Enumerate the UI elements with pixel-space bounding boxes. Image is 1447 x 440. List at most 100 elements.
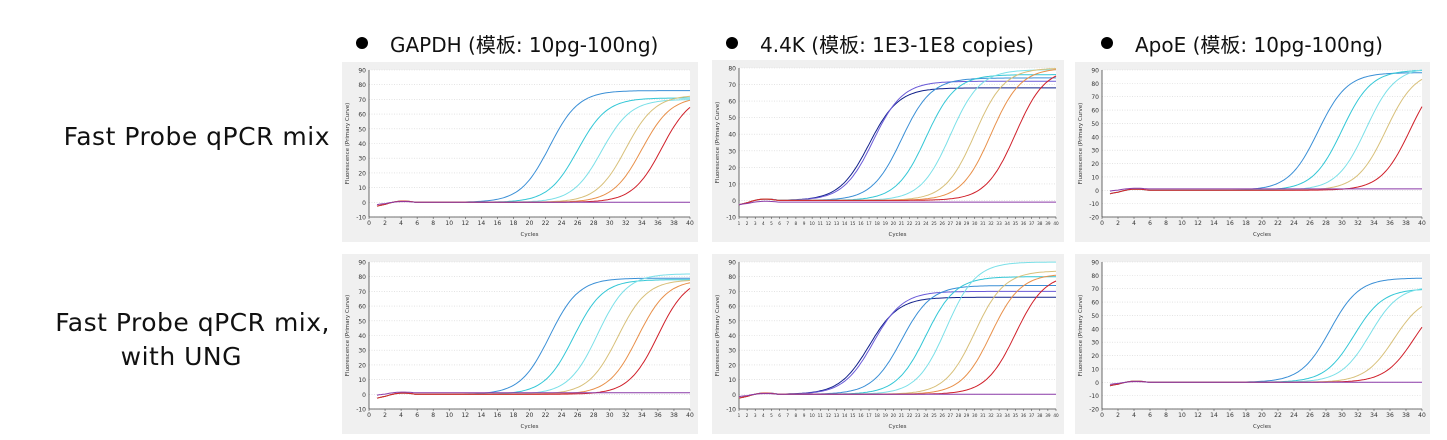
x-tick-label: 10	[1178, 220, 1186, 227]
x-tick-label: 22	[907, 221, 913, 226]
row-label-line: with UNG	[120, 342, 242, 371]
chart-panel-gapdh-mix: -10 0 10 20 30 40 50 60 70 80 90 0 2 4 6 8 10 12 14 16 18 20 2…	[342, 62, 698, 242]
x-tick-label: 15	[850, 413, 856, 418]
x-tick-label: 7	[786, 221, 789, 226]
y-tick-label: 30	[1091, 148, 1099, 155]
x-tick-label: 32	[988, 413, 994, 418]
y-tick-label: 90	[1091, 68, 1099, 75]
y-tick-label: -20	[1089, 407, 1099, 414]
y-tick-label: 80	[358, 274, 366, 281]
x-tick-label: 26	[574, 412, 582, 419]
y-tick-label: 80	[728, 274, 736, 281]
row-label-fast-probe: Fast Probe qPCR mix	[0, 120, 330, 154]
x-tick-label: 10	[445, 412, 453, 419]
y-tick-label: 10	[358, 185, 366, 192]
x-tick-label: 26	[1306, 220, 1314, 227]
y-axis-label: Fluorescence (Primary Curve)	[345, 295, 351, 377]
x-tick-label: 14	[842, 221, 848, 226]
x-tick-label: 30	[972, 221, 978, 226]
x-tick-label: 28	[1322, 220, 1330, 227]
x-tick-label: 1	[738, 413, 741, 418]
y-tick-label: 20	[1091, 161, 1099, 168]
x-tick-label: 16	[494, 220, 502, 227]
row-label-line: Fast Probe qPCR mix	[63, 122, 330, 151]
x-tick-label: 20	[1258, 412, 1266, 419]
x-tick-label: 8	[1164, 412, 1168, 419]
x-tick-label: 24	[1290, 412, 1298, 419]
x-tick-label: 16	[858, 413, 864, 418]
x-tick-label: 6	[778, 413, 781, 418]
x-tick-label: 6	[415, 412, 419, 419]
y-tick-label: 10	[1091, 174, 1099, 181]
x-tick-label: 18	[510, 220, 518, 227]
y-tick-label: 90	[728, 260, 736, 267]
x-tick-label: 4	[1132, 220, 1136, 227]
chart-panel-gapdh-ung: -10 0 10 20 30 40 50 60 70 80 90 0 2 4 6 8 10 12 14 16 18 20 2…	[342, 254, 698, 434]
x-tick-label: 40	[1053, 221, 1059, 226]
x-tick-label: 27	[948, 413, 954, 418]
x-tick-label: 24	[558, 220, 566, 227]
y-tick-label: -10	[356, 215, 366, 222]
y-tick-label: 10	[728, 377, 736, 384]
x-tick-label: 11	[818, 413, 824, 418]
x-tick-label: 6	[778, 221, 781, 226]
x-tick-label: 31	[980, 221, 986, 226]
x-tick-label: 6	[1148, 412, 1152, 419]
x-tick-label: 33	[996, 413, 1002, 418]
x-tick-label: 22	[1274, 412, 1282, 419]
x-tick-label: 20	[526, 220, 534, 227]
x-tick-label: 30	[606, 220, 614, 227]
x-tick-label: 26	[574, 220, 582, 227]
x-tick-label: 11	[818, 221, 824, 226]
x-tick-label: 19	[883, 413, 889, 418]
x-axis-label: Cycles	[889, 232, 907, 238]
x-tick-label: 2	[1116, 220, 1120, 227]
x-tick-label: 8	[795, 413, 798, 418]
x-tick-label: 2	[383, 412, 387, 419]
x-tick-label: 29	[964, 413, 970, 418]
x-tick-label: 16	[494, 412, 502, 419]
x-tick-label: 32	[622, 220, 630, 227]
x-tick-label: 8	[795, 221, 798, 226]
x-tick-label: 34	[638, 220, 646, 227]
x-tick-label: 2	[746, 221, 749, 226]
x-tick-label: 7	[786, 413, 789, 418]
y-tick-label: 0	[732, 198, 736, 205]
column-title-4-4k: 4.4K (模板: 1E3-1E8 copies)	[726, 28, 1034, 58]
x-tick-label: 12	[826, 221, 832, 226]
y-tick-label: 10	[1091, 366, 1099, 373]
x-tick-label: 22	[542, 412, 550, 419]
plot-area	[1102, 70, 1422, 217]
x-tick-label: 35	[1013, 413, 1019, 418]
x-tick-label: 17	[866, 221, 872, 226]
x-tick-label: 38	[1402, 412, 1410, 419]
x-tick-label: 27	[948, 221, 954, 226]
y-tick-label: 60	[1091, 108, 1099, 115]
y-tick-label: 80	[1091, 273, 1099, 280]
y-tick-label: 40	[358, 333, 366, 340]
x-tick-label: 4	[762, 413, 765, 418]
chart-panel-4-4k-ung: -10 0 10 20 30 40 50 60 70 80 90 1 2 3 4 5 6 7 8 9 10 11 12 13 1…	[712, 254, 1064, 434]
x-tick-label: 0	[367, 220, 371, 227]
y-tick-label: 40	[358, 141, 366, 148]
x-axis-label: Cycles	[1253, 424, 1271, 430]
x-tick-label: 30	[1338, 412, 1346, 419]
y-tick-label: 90	[1091, 260, 1099, 267]
x-tick-label: 28	[590, 220, 598, 227]
x-tick-label: 18	[875, 221, 881, 226]
chart-panel-apoe-ung: -20 -10 0 10 20 30 40 50 60 70 80 90 0 2 4 6 8 10 12 14 16 18…	[1075, 254, 1430, 434]
x-tick-label: 25	[931, 413, 937, 418]
y-tick-label: 50	[1091, 313, 1099, 320]
chart-panel-apoe-mix: -20 -10 0 10 20 30 40 50 60 70 80 90 0 2 4 6 8 10 12 14 16 18…	[1075, 62, 1430, 242]
x-tick-label: 36	[654, 220, 662, 227]
x-tick-label: 37	[1029, 221, 1035, 226]
y-tick-label: 0	[1095, 380, 1099, 387]
x-tick-label: 39	[1045, 413, 1051, 418]
y-tick-label: -10	[726, 215, 736, 222]
x-tick-label: 20	[891, 221, 897, 226]
x-tick-label: 28	[956, 413, 962, 418]
x-tick-label: 37	[1029, 413, 1035, 418]
y-tick-label: 30	[1091, 340, 1099, 347]
y-tick-label: 50	[1091, 121, 1099, 128]
x-tick-label: 26	[940, 221, 946, 226]
